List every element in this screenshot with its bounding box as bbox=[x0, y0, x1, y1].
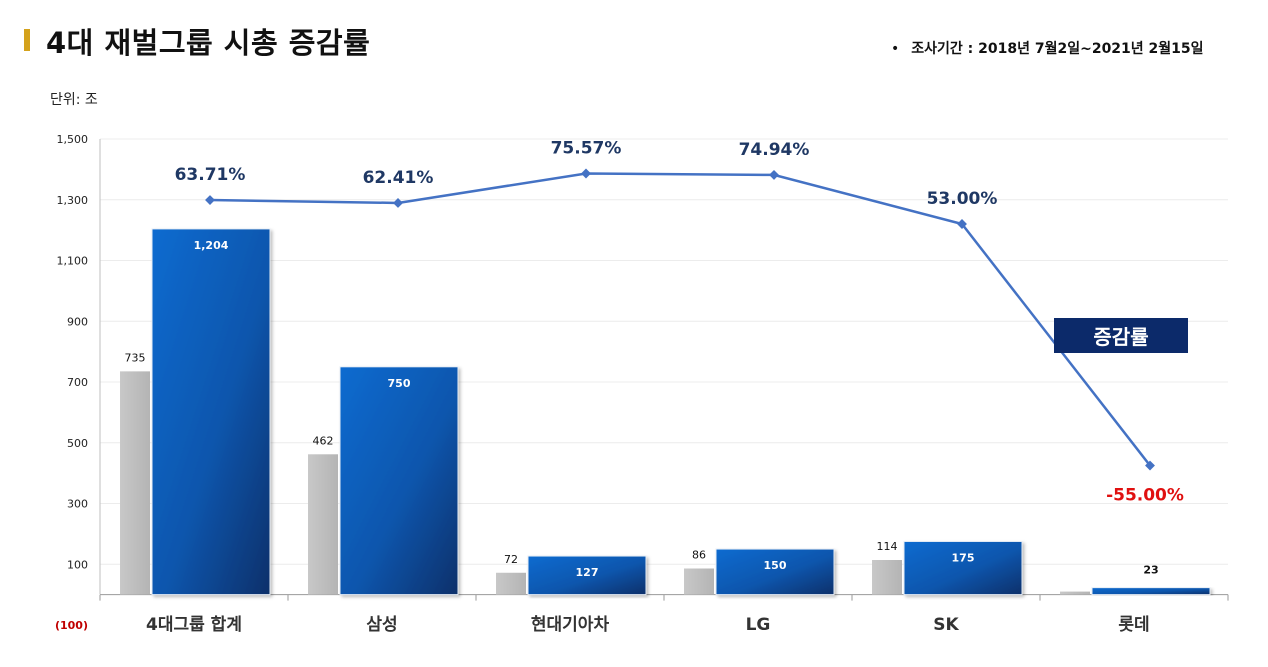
bar-2021-label: 1,204 bbox=[194, 239, 229, 252]
page-title: 4대 재벌그룹 시총 증감률 bbox=[46, 26, 371, 60]
rate-label: 53.00% bbox=[927, 189, 998, 209]
y-tick-label: 700 bbox=[67, 376, 88, 389]
bar-2018 bbox=[1060, 591, 1090, 595]
bar-2018-label: 114 bbox=[877, 540, 898, 553]
y-tick-label: 1,100 bbox=[57, 255, 89, 268]
rate-point bbox=[393, 197, 403, 208]
bar-2018 bbox=[308, 454, 338, 595]
rate-label: 74.94% bbox=[739, 140, 810, 160]
rate-point bbox=[205, 195, 215, 205]
rate-point bbox=[1145, 460, 1155, 471]
bar-2021-label: 23 bbox=[1143, 564, 1158, 577]
y-tick-label: (100) bbox=[55, 619, 88, 632]
bar-2018 bbox=[684, 568, 714, 595]
bar-2021 bbox=[151, 228, 271, 596]
legend-rate: 증감률 bbox=[1054, 318, 1188, 353]
x-category-label: 4대그룹 합계 bbox=[146, 614, 242, 635]
x-category-label: SK bbox=[933, 615, 959, 635]
x-category-label: 현대기아차 bbox=[531, 615, 610, 635]
rate-point bbox=[957, 219, 967, 229]
bar-2021 bbox=[339, 366, 459, 596]
bar-2021 bbox=[903, 540, 1023, 596]
rate-point bbox=[769, 169, 779, 180]
survey-period: • 조사기간 : 2018년 7월2일~2021년 2월15일 bbox=[891, 38, 1204, 58]
bar-2021-label: 127 bbox=[576, 566, 599, 579]
rate-label: 63.71% bbox=[175, 165, 246, 185]
x-category-label: LG bbox=[746, 615, 771, 635]
bar-2021 bbox=[1091, 587, 1211, 596]
bar-2018 bbox=[872, 559, 902, 595]
bar-2018 bbox=[120, 371, 150, 595]
unit-label: 단위: 조 bbox=[50, 92, 98, 108]
bar-2018 bbox=[496, 572, 526, 595]
bar-2021-label: 175 bbox=[952, 551, 975, 564]
y-tick-label: 900 bbox=[67, 315, 88, 328]
y-tick-label: 500 bbox=[67, 437, 88, 450]
bar-2018-label: 735 bbox=[125, 351, 146, 364]
rate-point bbox=[581, 168, 591, 179]
rate-label: 75.57% bbox=[551, 139, 622, 159]
bar-2021 bbox=[715, 548, 835, 596]
title-marker bbox=[24, 29, 30, 51]
y-tick-label: 100 bbox=[67, 558, 88, 571]
rate-label: 62.41% bbox=[363, 168, 434, 188]
bar-2018-label: 462 bbox=[313, 434, 334, 447]
bar-2018-label: 72 bbox=[504, 553, 518, 566]
x-category-label: 삼성 bbox=[366, 615, 397, 635]
bar-2021-label: 750 bbox=[388, 377, 411, 390]
rate-label: -55.00% bbox=[1106, 486, 1184, 506]
y-tick-label: 300 bbox=[67, 498, 88, 511]
y-tick-label: 1,300 bbox=[57, 194, 89, 207]
survey-period-text: 조사기간 : 2018년 7월2일~2021년 2월15일 bbox=[911, 41, 1204, 57]
x-category-label: 롯데 bbox=[1118, 615, 1149, 635]
bar-2021-label: 150 bbox=[764, 559, 787, 572]
period-bullet: • bbox=[891, 41, 900, 57]
rate-line bbox=[209, 172, 1151, 467]
bar-2018-label: 86 bbox=[692, 549, 706, 562]
bar-2021 bbox=[527, 555, 647, 596]
y-tick-label: 1,500 bbox=[57, 133, 89, 146]
